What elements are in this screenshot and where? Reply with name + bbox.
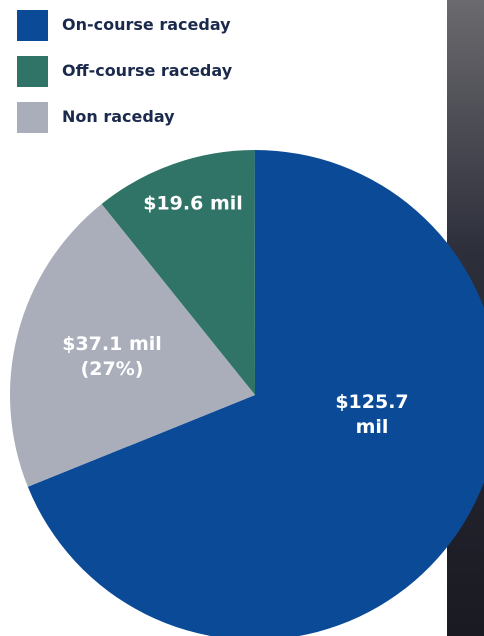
- legend-label: Off-course raceday: [62, 61, 233, 80]
- pie-slice: [10, 203, 256, 487]
- legend-swatch: [17, 56, 48, 87]
- pie-slice: [27, 150, 484, 636]
- pie-slice: [101, 150, 255, 395]
- legend-label: On-course raceday: [62, 15, 231, 34]
- data-label: $125.7 mil: [335, 391, 409, 438]
- legend-label: Non raceday: [62, 107, 175, 126]
- data-label: $19.6 mil: [143, 192, 243, 215]
- data-label: $37.1 mil (27%): [62, 333, 162, 380]
- legend-swatch: [17, 10, 48, 41]
- legend-swatch: [17, 102, 48, 133]
